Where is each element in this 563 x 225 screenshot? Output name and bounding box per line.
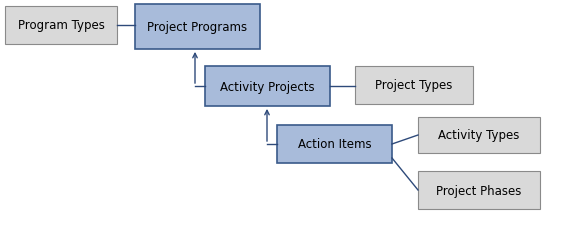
Text: Program Types: Program Types [17, 19, 105, 32]
Text: Activity Types: Activity Types [439, 129, 520, 142]
FancyBboxPatch shape [277, 126, 392, 163]
FancyBboxPatch shape [418, 117, 540, 153]
FancyBboxPatch shape [205, 67, 330, 106]
FancyBboxPatch shape [5, 7, 117, 45]
Text: Project Types: Project Types [376, 79, 453, 92]
Text: Project Phases: Project Phases [436, 184, 522, 197]
Text: Project Programs: Project Programs [148, 21, 248, 34]
Text: Activity Projects: Activity Projects [220, 80, 315, 93]
Text: Action Items: Action Items [298, 138, 372, 151]
FancyBboxPatch shape [355, 67, 473, 105]
FancyBboxPatch shape [135, 5, 260, 50]
FancyBboxPatch shape [418, 171, 540, 209]
